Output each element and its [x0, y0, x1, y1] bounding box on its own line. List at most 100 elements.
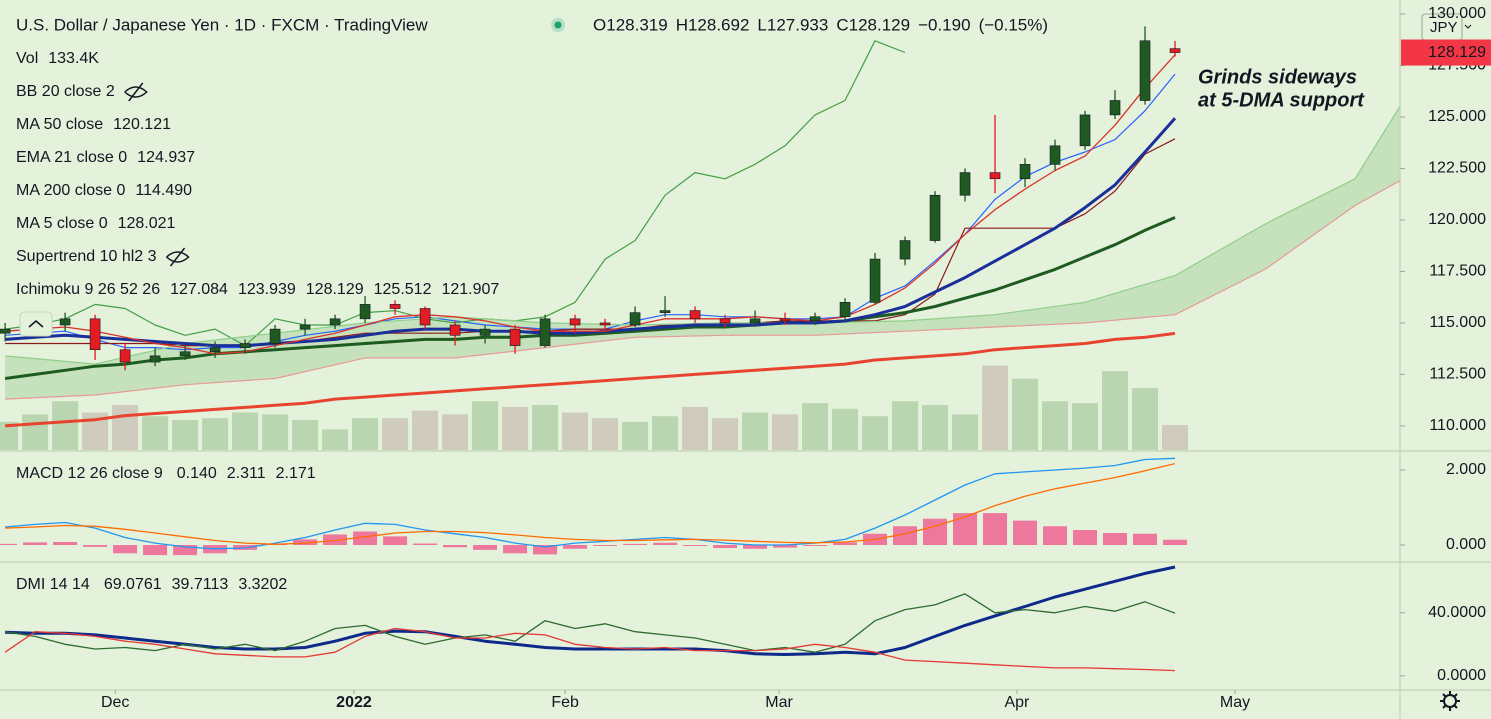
collapse-button[interactable] [19, 311, 53, 337]
volume-bar [952, 414, 979, 450]
volume-bar [1162, 424, 1189, 450]
y-tick-label: 122.500 [1428, 160, 1486, 177]
legend-value: 3.3202 [238, 576, 287, 593]
candle-body [599, 322, 611, 326]
candle-body [509, 328, 521, 346]
candle-body [1139, 40, 1151, 101]
candle-body [329, 318, 341, 326]
histogram-bar [173, 545, 198, 556]
legend-value: 0.140 [177, 465, 217, 482]
candle-body [839, 302, 851, 318]
histogram-bar [953, 513, 978, 545]
last-price-label: 128.129 [1428, 44, 1486, 61]
candle-body [1049, 145, 1061, 165]
legend-name-hidden: BB 20 close 2 [16, 83, 115, 100]
candle-body [119, 349, 131, 363]
candle-body [989, 172, 1001, 180]
histogram-bar [593, 545, 618, 546]
candle-body [359, 304, 371, 320]
legend-name: MA 50 close [16, 116, 103, 133]
ohlc-letter: L [757, 15, 766, 34]
x-tick-label: Feb [551, 694, 579, 711]
volume-bar [262, 414, 289, 450]
candle-body [239, 343, 251, 348]
candle-body [539, 318, 551, 346]
legend-value: 123.939 [238, 281, 296, 298]
indicator-line [4, 593, 1176, 653]
legend-name: DMI 14 14 [16, 576, 90, 593]
histogram-bar [413, 543, 438, 545]
x-tick-label: Apr [1004, 694, 1030, 711]
volume-bar [442, 414, 469, 450]
legend-name: EMA 21 close 0 [16, 149, 127, 166]
candle-body [59, 318, 71, 326]
legend-name: Ichimoku 9 26 52 26 [16, 281, 160, 298]
candle-body [959, 172, 971, 196]
candle-body [179, 351, 191, 357]
y-tick-label: 120.000 [1428, 211, 1486, 228]
legend-value: 125.512 [374, 281, 432, 298]
symbol-title: U.S. Dollar / Japanese Yen · 1D · FXCM ·… [16, 15, 428, 34]
legend-name: MA 5 close 0 [16, 215, 108, 232]
histogram-bar [923, 518, 948, 545]
ohlc-letter: C [836, 15, 848, 34]
y-tick-label: 115.000 [1429, 314, 1486, 331]
x-tick-label: Dec [101, 694, 129, 711]
moving-average [4, 331, 1176, 428]
x-tick-label: 2022 [336, 694, 372, 711]
legend-value: 120.121 [113, 116, 171, 133]
moving-average [5, 54, 1176, 355]
legend-value: 2.171 [276, 465, 316, 482]
histogram-bar [683, 545, 708, 546]
histogram-bar [53, 542, 78, 545]
histogram-bar [1103, 533, 1128, 545]
candle-body [389, 304, 401, 309]
histogram-bar [983, 513, 1008, 545]
histogram-bar [1133, 533, 1158, 545]
volume-bar [712, 418, 739, 450]
settings-icon[interactable] [1440, 691, 1460, 711]
indicator-line [5, 462, 1176, 545]
candle-body [0, 328, 11, 334]
legend-value: 128.021 [118, 215, 176, 232]
legend-name: MA 200 close 0 [16, 182, 126, 199]
ohlc-value: 128.692 [688, 15, 749, 34]
volume-bar [382, 418, 409, 450]
volume-bar [412, 410, 439, 450]
currency-label[interactable]: JPY [1430, 19, 1458, 36]
volume-bar [1102, 371, 1129, 450]
volume-bar [652, 416, 679, 450]
histogram-bar [323, 534, 348, 545]
candle-body [1079, 114, 1091, 147]
histogram-bar [353, 531, 378, 545]
hidden-eye-icon [166, 247, 190, 267]
histogram-bar [1013, 520, 1038, 545]
histogram-bar [773, 545, 798, 548]
volume-bar [22, 414, 49, 450]
candle-body [89, 318, 101, 351]
moving-average [4, 216, 1176, 380]
histogram-bar [833, 542, 858, 545]
status-dot [554, 21, 562, 29]
legend-value: 133.4K [48, 50, 99, 67]
volume-bar [532, 405, 559, 450]
volume-bar [472, 401, 499, 450]
volume-bar [1072, 403, 1099, 450]
currency-caret[interactable] [1464, 24, 1472, 29]
volume-bar [562, 412, 589, 450]
legend-name: MACD 12 26 close 9 [16, 465, 163, 482]
plot-layer [0, 13, 1405, 694]
volume-bar [622, 421, 649, 450]
histogram-bar [1073, 530, 1098, 545]
volume-bar [892, 401, 919, 450]
volume-bar [1042, 401, 1069, 450]
legend-value: 128.129 [306, 281, 364, 298]
candle-body [659, 310, 671, 313]
ui-layer: U.S. Dollar / Japanese Yen · 1D · FXCM ·… [16, 5, 1491, 711]
y-tick-label: 125.000 [1428, 108, 1486, 125]
legend-name-hidden: Supertrend 10 hl2 3 [16, 248, 157, 265]
histogram-bar [893, 526, 918, 545]
candle-body [569, 318, 581, 326]
candle-body [809, 316, 821, 322]
